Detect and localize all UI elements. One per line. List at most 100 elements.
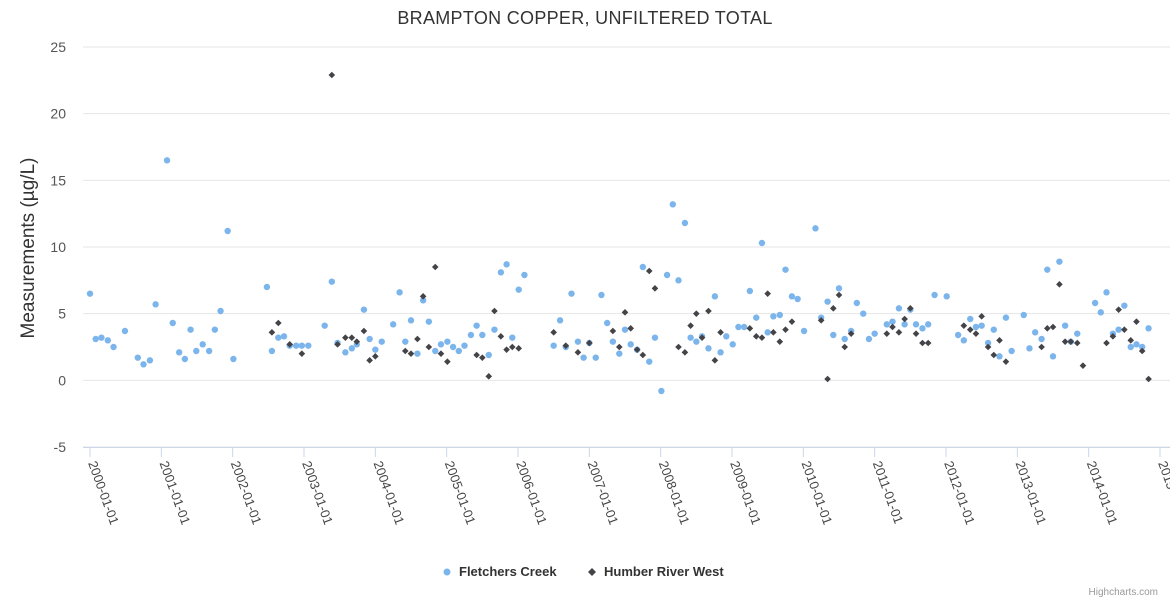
data-point-humber-river-west[interactable] bbox=[1138, 347, 1146, 355]
data-point-fletchers-creek[interactable] bbox=[169, 319, 176, 327]
data-point-fletchers-creek[interactable] bbox=[735, 323, 742, 331]
data-point-fletchers-creek[interactable] bbox=[598, 291, 605, 299]
data-point-fletchers-creek[interactable] bbox=[1097, 309, 1104, 316]
data-point-humber-river-west[interactable] bbox=[334, 341, 341, 348]
data-point-humber-river-west[interactable] bbox=[627, 325, 635, 332]
data-point-fletchers-creek[interactable] bbox=[580, 354, 587, 361]
data-point-fletchers-creek[interactable] bbox=[1091, 299, 1099, 307]
data-point-humber-river-west[interactable] bbox=[752, 333, 760, 340]
data-point-humber-river-west[interactable] bbox=[503, 346, 510, 353]
data-point-humber-river-west[interactable] bbox=[407, 350, 415, 357]
data-point-fletchers-creek[interactable] bbox=[348, 345, 355, 352]
data-point-fletchers-creek[interactable] bbox=[865, 335, 873, 343]
data-point-humber-river-west[interactable] bbox=[693, 310, 700, 317]
data-point-fletchers-creek[interactable] bbox=[1138, 343, 1146, 351]
data-point-humber-river-west[interactable] bbox=[425, 343, 433, 351]
data-point-fletchers-creek[interactable] bbox=[658, 387, 665, 395]
data-point-humber-river-west[interactable] bbox=[990, 351, 998, 359]
data-point-fletchers-creek[interactable] bbox=[639, 263, 647, 271]
data-point-fletchers-creek[interactable] bbox=[1103, 289, 1110, 296]
data-point-fletchers-creek[interactable] bbox=[1074, 330, 1081, 337]
data-point-fletchers-creek[interactable] bbox=[140, 361, 147, 368]
data-point-fletchers-creek[interactable] bbox=[603, 319, 611, 327]
data-point-fletchers-creek[interactable] bbox=[187, 326, 194, 333]
data-point-humber-river-west[interactable] bbox=[1002, 358, 1010, 365]
data-point-fletchers-creek[interactable] bbox=[895, 305, 903, 312]
data-point-humber-river-west[interactable] bbox=[698, 334, 706, 341]
data-point-fletchers-creek[interactable] bbox=[467, 331, 475, 339]
data-point-fletchers-creek[interactable] bbox=[503, 261, 510, 268]
data-point-humber-river-west[interactable] bbox=[764, 290, 771, 297]
data-point-fletchers-creek[interactable] bbox=[812, 225, 819, 232]
data-point-fletchers-creek[interactable] bbox=[1061, 322, 1069, 329]
data-point-humber-river-west[interactable] bbox=[473, 351, 480, 359]
data-point-fletchers-creek[interactable] bbox=[776, 311, 783, 319]
data-point-fletchers-creek[interactable] bbox=[912, 321, 920, 328]
data-point-fletchers-creek[interactable] bbox=[1008, 347, 1015, 355]
data-point-humber-river-west[interactable] bbox=[746, 325, 754, 332]
data-point-fletchers-creek[interactable] bbox=[217, 307, 224, 315]
data-point-humber-river-west[interactable] bbox=[419, 293, 427, 300]
data-point-fletchers-creek[interactable] bbox=[224, 227, 231, 235]
data-point-fletchers-creek[interactable] bbox=[835, 285, 843, 292]
data-point-fletchers-creek[interactable] bbox=[782, 266, 789, 273]
data-point-fletchers-creek[interactable] bbox=[146, 357, 154, 364]
data-point-humber-river-west[interactable] bbox=[328, 71, 336, 79]
data-point-fletchers-creek[interactable] bbox=[305, 342, 312, 349]
data-point-humber-river-west[interactable] bbox=[615, 343, 623, 351]
data-point-fletchers-creek[interactable] bbox=[740, 323, 748, 331]
data-point-fletchers-creek[interactable] bbox=[461, 342, 468, 349]
data-point-humber-river-west[interactable] bbox=[444, 358, 451, 365]
data-point-humber-river-west[interactable] bbox=[835, 291, 843, 299]
data-point-humber-river-west[interactable] bbox=[275, 319, 282, 327]
data-point-humber-river-west[interactable] bbox=[515, 345, 523, 352]
data-point-humber-river-west[interactable] bbox=[437, 350, 445, 357]
data-point-fletchers-creek[interactable] bbox=[1115, 326, 1122, 333]
data-point-humber-river-west[interactable] bbox=[491, 307, 498, 315]
data-point-fletchers-creek[interactable] bbox=[609, 338, 617, 345]
data-point-fletchers-creek[interactable] bbox=[663, 271, 671, 279]
data-point-humber-river-west[interactable] bbox=[562, 342, 570, 349]
data-point-fletchers-creek[interactable] bbox=[342, 349, 349, 356]
data-point-humber-river-west[interactable] bbox=[366, 357, 373, 364]
data-point-humber-river-west[interactable] bbox=[586, 339, 593, 347]
data-point-fletchers-creek[interactable] bbox=[978, 322, 985, 329]
data-point-fletchers-creek[interactable] bbox=[1020, 311, 1027, 319]
data-point-humber-river-west[interactable] bbox=[705, 307, 712, 315]
data-point-humber-river-west[interactable] bbox=[889, 323, 896, 331]
data-point-fletchers-creek[interactable] bbox=[984, 339, 992, 347]
data-point-humber-river-west[interactable] bbox=[268, 329, 276, 336]
data-point-fletchers-creek[interactable] bbox=[163, 157, 171, 164]
data-point-fletchers-creek[interactable] bbox=[830, 331, 837, 339]
data-point-humber-river-west[interactable] bbox=[651, 285, 659, 292]
data-point-fletchers-creek[interactable] bbox=[515, 286, 522, 293]
data-point-humber-river-west[interactable] bbox=[286, 341, 294, 348]
data-point-humber-river-west[interactable] bbox=[550, 329, 557, 336]
data-point-humber-river-west[interactable] bbox=[758, 334, 766, 341]
data-point-fletchers-creek[interactable] bbox=[92, 335, 99, 343]
data-point-fletchers-creek[interactable] bbox=[646, 358, 653, 365]
data-point-fletchers-creek[interactable] bbox=[960, 337, 968, 344]
data-point-fletchers-creek[interactable] bbox=[230, 355, 237, 363]
data-point-humber-river-west[interactable] bbox=[966, 326, 974, 333]
data-point-fletchers-creek[interactable] bbox=[717, 349, 724, 356]
data-point-fletchers-creek[interactable] bbox=[1133, 341, 1140, 348]
data-point-humber-river-west[interactable] bbox=[788, 318, 796, 325]
data-point-humber-river-west[interactable] bbox=[770, 329, 777, 336]
data-point-fletchers-creek[interactable] bbox=[687, 334, 694, 341]
data-point-humber-river-west[interactable] bbox=[972, 330, 980, 337]
data-point-fletchers-creek[interactable] bbox=[104, 337, 112, 344]
data-point-fletchers-creek[interactable] bbox=[556, 317, 564, 324]
data-point-humber-river-west[interactable] bbox=[776, 338, 784, 345]
data-point-fletchers-creek[interactable] bbox=[509, 334, 516, 341]
data-point-fletchers-creek[interactable] bbox=[788, 293, 796, 300]
data-point-humber-river-west[interactable] bbox=[978, 313, 985, 320]
data-point-fletchers-creek[interactable] bbox=[389, 321, 397, 328]
data-point-fletchers-creek[interactable] bbox=[616, 350, 623, 357]
data-point-fletchers-creek[interactable] bbox=[479, 331, 486, 339]
data-point-humber-river-west[interactable] bbox=[1109, 333, 1117, 340]
data-point-fletchers-creek[interactable] bbox=[263, 283, 271, 291]
data-point-humber-river-west[interactable] bbox=[1115, 306, 1122, 313]
data-point-fletchers-creek[interactable] bbox=[550, 342, 557, 349]
data-point-fletchers-creek[interactable] bbox=[841, 335, 848, 343]
